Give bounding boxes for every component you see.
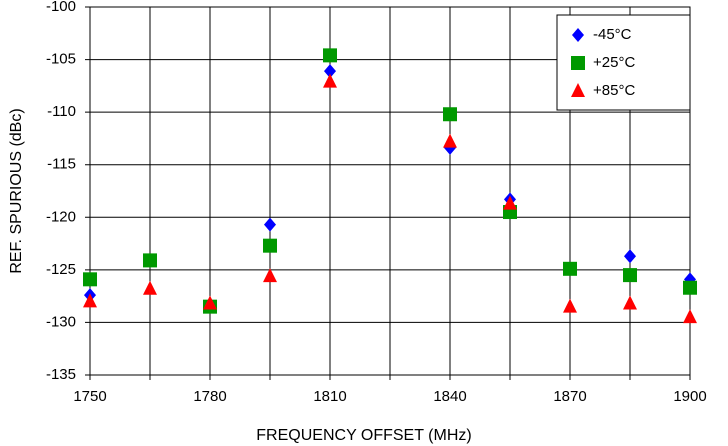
y-tick-label: -105 xyxy=(46,51,76,68)
y-tick-label: -110 xyxy=(47,103,76,120)
x-tick-label: 1870 xyxy=(553,388,586,405)
point xyxy=(263,238,277,253)
point xyxy=(323,48,337,63)
point xyxy=(503,195,517,210)
point xyxy=(623,268,637,283)
plot-frame xyxy=(89,6,691,376)
legend-label: +25°C xyxy=(593,54,635,71)
y-axis-label: REF. SPURIOUS (dBc) xyxy=(8,108,25,273)
point xyxy=(83,293,97,308)
y-tick-label: -115 xyxy=(47,156,76,173)
point xyxy=(683,280,697,295)
y-tick-label: -130 xyxy=(46,313,76,330)
x-tick-label: 1810 xyxy=(313,388,346,405)
point xyxy=(563,298,577,313)
point xyxy=(324,64,336,79)
x-tick-label: 1840 xyxy=(433,388,466,405)
point xyxy=(563,261,577,276)
legend-label: -45°C xyxy=(593,26,632,43)
legend-marker xyxy=(572,28,584,42)
point xyxy=(683,309,697,324)
x-tick-label: 1900 xyxy=(673,388,706,405)
legend-marker xyxy=(571,56,585,70)
point xyxy=(264,217,276,232)
point xyxy=(323,73,337,88)
y-tick-label: -100 xyxy=(46,0,76,15)
point xyxy=(443,133,457,148)
point xyxy=(624,249,636,264)
point xyxy=(83,272,97,287)
y-tick-label: -125 xyxy=(46,261,76,278)
point xyxy=(203,295,217,310)
point xyxy=(623,295,637,310)
point xyxy=(263,268,277,283)
legend-label: +85°C xyxy=(593,82,635,99)
x-axis-label: FREQUENCY OFFSET (MHz) xyxy=(256,427,471,444)
x-tick-label: 1750 xyxy=(73,388,106,405)
y-tick-label: -135 xyxy=(46,366,76,383)
point xyxy=(443,107,457,122)
legend-marker xyxy=(571,83,585,97)
y-tick-label: -120 xyxy=(46,208,76,225)
point xyxy=(143,280,157,295)
x-tick-label: 1780 xyxy=(193,388,226,405)
point xyxy=(143,253,157,268)
